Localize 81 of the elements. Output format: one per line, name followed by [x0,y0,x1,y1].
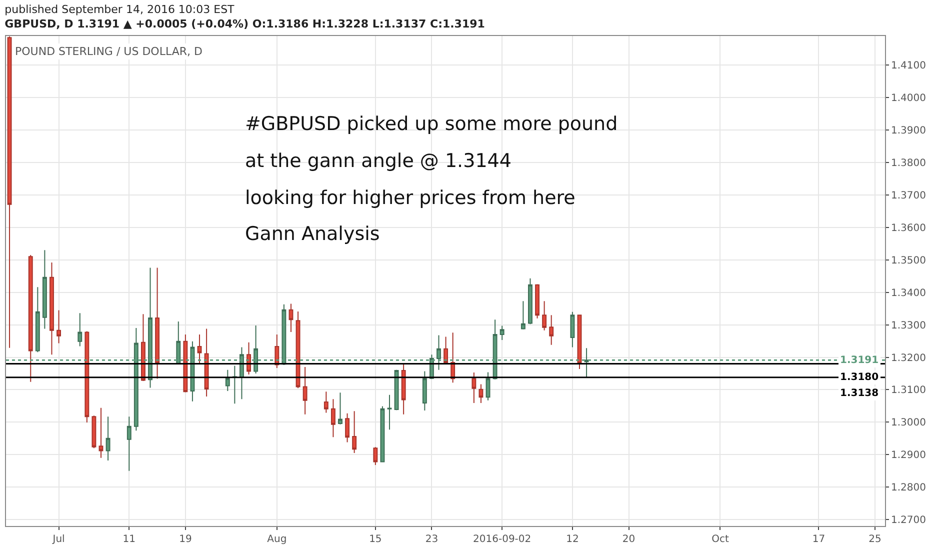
annotation: looking for higher prices from here [245,187,576,209]
x-tick-label: 23 [425,534,438,545]
candlestick [324,391,328,414]
y-tick-label: 1.3100 [891,385,926,396]
y-tick-label: 1.3900 [891,126,926,137]
candlestick [183,334,188,393]
candlestick [28,254,33,382]
candlestick [500,325,504,341]
candlestick [542,300,547,331]
x-tick-label: Aug [267,534,287,545]
candlestick [380,406,385,462]
y-tick-label: 1.3800 [891,158,926,170]
candlestick [535,284,540,319]
annotation: Gann Analysis [245,223,380,245]
y-tick-label: 1.3300 [891,320,926,332]
candlestick [478,384,484,404]
y-tick-label: 1.3600 [891,222,926,234]
x-tick-label: Oct [712,534,729,545]
x-tick-label: 11 [122,534,136,545]
candlestick [528,278,532,325]
candlestick [126,416,132,472]
y-tick-label: 1.2900 [891,450,926,462]
candlestick [486,372,490,401]
candlestick [387,394,392,430]
candlestick [7,36,12,348]
candlestick [232,365,237,404]
y-tick-label: 1.3700 [891,190,926,202]
ref-line-label: 1.3138 [840,388,879,399]
y-tick-label: 1.2700 [891,515,926,526]
candlestick [288,303,294,332]
chart-subtitle: GBPUSD, D 1.3191 ▲ +0.0005 (+0.04%) O:1.3186 H:1.3228 L:1.3137 C:1.3191 [4,18,485,30]
y-tick-label: 1.4100 [891,60,926,72]
candlestick [352,410,357,454]
annotation: at the gann angle @ 1.3144 [245,150,512,172]
candlestick [296,311,300,389]
candlestick [140,314,146,382]
x-tick-label: 20 [622,534,636,545]
candlestick [444,336,448,364]
candlestick [472,372,476,404]
x-tick-label: 12 [566,534,579,545]
y-tick-label: 1.3500 [891,255,926,266]
candlestick [338,392,342,425]
y-tick-label: 1.4000 [891,93,926,104]
candlestick [330,398,336,438]
candlestick [302,366,308,415]
annotation: #GBPUSD picked up some more pound [245,113,618,135]
y-tick-label: 1.3000 [891,418,926,429]
candlestick [84,330,90,423]
candlestick [197,334,202,364]
candlestick [42,250,47,330]
x-tick-label: 19 [179,534,192,545]
candlestick [345,412,350,443]
candlestick [106,416,110,461]
candlestick [204,328,209,398]
candlestick [394,369,399,411]
candlestick [422,370,427,411]
candlestick [373,446,378,466]
x-tick-label: 15 [369,534,382,545]
ref-line-label: 1.3191 [840,355,879,366]
annotation: POUND STERLING / US DOLLAR, D [15,45,202,58]
candlestick [549,314,554,346]
y-tick-label: 1.3200 [891,352,926,364]
x-tick-label: 25 [868,534,882,545]
x-tick-label: 17 [812,534,826,545]
candlestick [520,300,526,330]
chart-title: published September 14, 2016 10:03 EST [4,3,235,16]
candlestick [155,267,160,380]
x-tick-label: Jul [52,534,65,545]
ref-line-label: 1.3180 [840,372,879,383]
candlestick [98,407,104,458]
candlestick [92,415,96,449]
y-tick-label: 1.2800 [891,482,926,494]
candlestick [56,310,61,344]
x-tick-label: 2016-09-02 [473,534,532,545]
candlestick [401,364,406,415]
candlestick [50,262,54,356]
candlestick [570,311,575,348]
candlestick [225,369,230,392]
candlestick [35,286,40,353]
candlestick [78,312,82,347]
y-tick-label: 1.3400 [891,288,926,299]
